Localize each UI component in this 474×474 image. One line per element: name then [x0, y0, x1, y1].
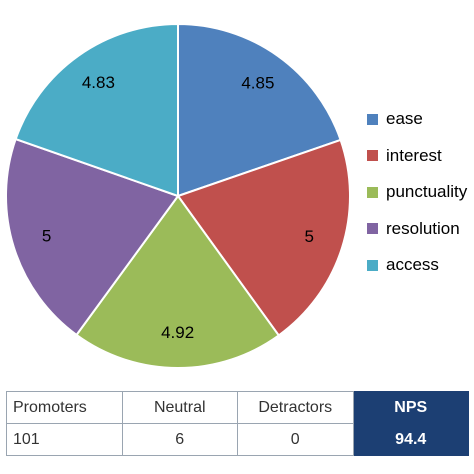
- header-neutral: Neutral: [121, 391, 238, 424]
- data-label-ease: 4.85: [241, 73, 274, 92]
- header-nps: NPS: [352, 391, 469, 424]
- pie-slice-resolution: [5, 137, 180, 337]
- pie-chart: 4.85 5 4.92 5 4.83: [5, 22, 351, 369]
- legend-swatch-ease: [367, 113, 378, 125]
- legend-label-punctuality: punctuality: [386, 182, 468, 201]
- header-detractors: Detractors: [237, 391, 354, 424]
- legend-swatch-resolution: [367, 223, 378, 234]
- nps-table: Promoters Neutral Detractors NPS 101 6 0…: [6, 391, 469, 456]
- legend-label-interest: interest: [386, 145, 442, 165]
- nps-table-value-row: 101 6 0 94.4: [6, 423, 469, 456]
- legend-label-access: access: [386, 255, 439, 274]
- value-nps: 94.4: [352, 423, 469, 456]
- legend-item-resolution: resolution: [367, 218, 467, 238]
- data-label-interest: 5: [304, 227, 313, 246]
- pie-slice-interest: [176, 138, 351, 337]
- legend-swatch-access: [367, 259, 378, 271]
- legend-swatch-interest: [367, 150, 378, 161]
- pie-slice-punctuality: [75, 194, 281, 369]
- legend-label-resolution: resolution: [386, 218, 460, 238]
- data-label-punctuality: 4.92: [161, 323, 194, 342]
- chart-legend: ease interest punctuality resolution acc…: [367, 109, 468, 294]
- value-promoters: 101: [6, 423, 123, 456]
- data-label-access: 4.83: [82, 73, 115, 92]
- data-label-resolution: 5: [42, 226, 51, 245]
- legend-swatch-punctuality: [367, 186, 378, 198]
- header-promoters: Promoters: [6, 391, 123, 424]
- legend-item-ease: ease: [367, 109, 467, 128]
- legend-label-ease: ease: [386, 109, 423, 128]
- nps-table-header-row: Promoters Neutral Detractors NPS: [6, 391, 469, 424]
- legend-item-access: access: [367, 255, 467, 274]
- legend-item-interest: interest: [367, 145, 467, 165]
- value-neutral: 6: [121, 423, 238, 456]
- value-detractors: 0: [237, 423, 354, 456]
- pie-slice-access: [14, 22, 179, 198]
- legend-item-punctuality: punctuality: [367, 182, 468, 201]
